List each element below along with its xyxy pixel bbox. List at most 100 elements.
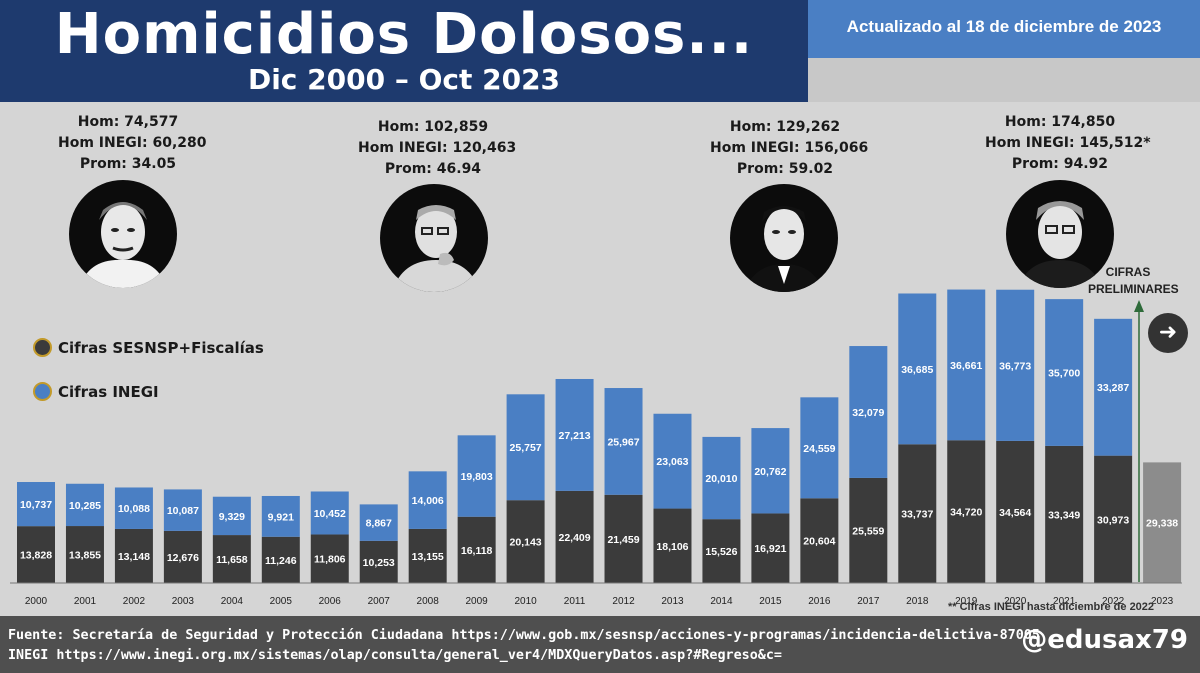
bar-sesnsp-2018 [898,444,937,583]
bar-label-inegi: 19,803 [461,471,493,483]
bar-label-inegi: 20,762 [754,466,786,478]
bar-inegi-2002 [114,487,153,529]
hom-average: Prom: 94.92 [1011,156,1109,172]
bar-inegi-2022 [1094,318,1133,456]
x-tick-label: 2007 [368,596,391,607]
bar-sesnsp-2012 [604,494,643,583]
hom-average: Prom: 59.02 [736,161,834,177]
bar-label-inegi: 23,063 [656,456,688,468]
bar-inegi-2019 [947,289,986,441]
bar-label-inegi: 10,087 [167,505,199,517]
x-tick-label: 2010 [514,596,537,607]
bar-inegi-2009 [457,435,496,517]
updated-banner [808,0,1200,58]
bar-sesnsp-2002 [114,528,153,583]
hom-total: Hom: 74,577 [77,114,179,130]
bar-inegi-2014 [702,436,741,520]
legend-swatch-inegi [33,382,52,401]
preliminary-arrowhead-icon [1134,300,1144,312]
bar-inegi-2017 [849,346,888,478]
x-tick-label: 2020 [1004,596,1027,607]
bar-inegi-2006 [310,491,349,535]
bar-label-sesnsp: 13,155 [412,551,444,563]
bar-label-inegi: 8,867 [366,518,392,530]
bar-sesnsp-2001 [65,526,104,583]
bar-label-inegi: 9,329 [219,511,245,523]
president-portrait-2 [380,184,488,292]
bar-inegi-2015 [751,428,790,514]
bar-label-inegi: 9,921 [268,511,294,523]
bar-label-sesnsp: 13,148 [118,551,150,563]
x-tick-label: 2018 [906,596,929,607]
x-tick-label: 2006 [319,596,342,607]
next-arrow-button[interactable]: ➜ [1148,313,1188,353]
bar-label-inegi: 32,079 [852,407,884,419]
bar-sesnsp-2008 [408,528,447,583]
x-tick-label: 2015 [759,596,782,607]
bar-label-sesnsp: 11,806 [314,554,346,566]
bar-sesnsp-2014 [702,519,741,583]
bar-label-sesnsp: 18,106 [656,541,688,553]
source-text: Fuente: Secretaría de Seguridad y Protec… [8,626,1040,666]
bar-label-inegi: 25,757 [510,442,542,454]
legend-inegi: Cifras INEGI [33,382,159,401]
bar-sesnsp-2011 [555,490,594,583]
hom-average: Prom: 34.05 [79,156,177,172]
header-shadow [808,58,1200,102]
president-portrait-3 [730,184,838,292]
x-tick-label: 2000 [25,596,48,607]
source-line-2: INEGI https://www.inegi.org.mx/sistemas/… [8,648,782,663]
x-tick-label: 2011 [564,596,586,607]
x-tick-label: 2004 [221,596,244,607]
president-stats-1: Hom: 74,577 Hom INEGI: 60,280 Prom: 34.0… [58,112,206,175]
bar-label-inegi: 36,661 [950,360,982,372]
bar-label-inegi: 10,088 [118,503,150,515]
president-stats-3: Hom: 129,262 Hom INEGI: 156,066 Prom: 59… [710,117,869,180]
bar-label-sesnsp: 13,828 [20,550,52,562]
bar-inegi-2003 [163,489,202,531]
bar-sesnsp-2020 [996,440,1035,583]
bar-label-inegi: 36,773 [999,360,1031,372]
bar-sesnsp-2013 [653,508,692,583]
bar-inegi-2010 [506,394,545,501]
x-tick-label: 2005 [270,596,293,607]
bar-sesnsp-2000 [17,526,55,583]
source-line-1: Fuente: Secretaría de Seguridad y Protec… [8,628,1040,643]
bar-sesnsp-2003 [163,530,202,583]
x-tick-label: 2013 [661,596,684,607]
bar-label-inegi: 20,010 [705,473,737,485]
bar-label-sesnsp: 33,737 [901,509,933,521]
legend-label: Cifras INEGI [58,382,159,401]
bar-inegi-2021 [1045,299,1084,446]
bar-inegi-2013 [653,413,692,509]
bar-label-inegi: 25,967 [607,436,639,448]
president-portrait-4 [1006,180,1114,288]
bar-inegi-2020 [996,289,1035,441]
hom-total: Hom: 102,859 [377,119,489,135]
x-tick-label: 2023 [1151,596,1174,607]
bar-inegi-2011 [555,378,594,491]
page-subtitle: Dic 2000 – Oct 2023 [247,63,561,96]
x-tick-label: 2021 [1053,596,1076,607]
hom-inegi: Hom INEGI: 156,066 [710,140,869,156]
bar-label-inegi: 10,737 [20,499,52,511]
x-tick-label: 2002 [123,596,146,607]
bar-label-sesnsp: 21,459 [607,534,639,546]
hom-average: Prom: 46.94 [384,161,482,177]
bar-label-sesnsp: 16,921 [754,543,786,555]
bar-label-sesnsp: 11,246 [265,555,297,567]
bar-label-inegi: 36,685 [901,364,933,376]
x-tick-label: 2003 [172,596,195,607]
bar-sesnsp-2019 [947,440,986,583]
bar-label-sesnsp: 20,143 [510,537,542,549]
president-portrait-1 [69,180,177,288]
author-handle: @edusax79 [1021,625,1188,655]
bar-inegi-2016 [800,397,839,499]
bar-label-sesnsp: 20,604 [803,536,835,548]
bar-inegi-2004 [212,496,251,536]
x-tick-label: 2022 [1102,596,1125,607]
updated-label: Actualizado al 18 de diciembre de 2023 [846,17,1162,36]
bar-sesnsp-2009 [457,516,496,583]
x-tick-label: 2014 [710,596,733,607]
